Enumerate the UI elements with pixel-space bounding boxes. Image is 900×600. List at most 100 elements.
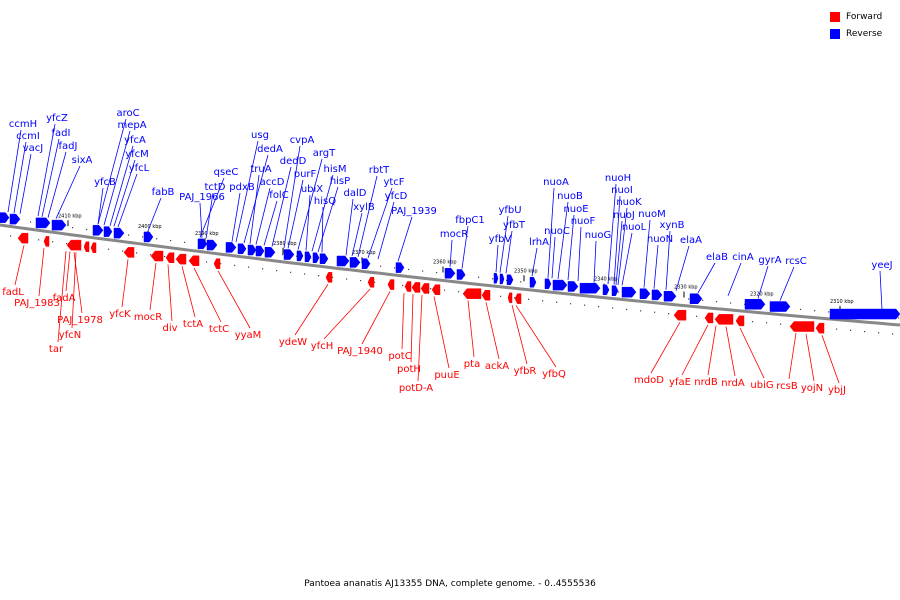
forward-leader-line xyxy=(71,252,77,329)
axis-dot xyxy=(730,302,732,304)
forward-gene-label: yfcH xyxy=(311,341,333,352)
reverse-leader-line xyxy=(97,187,104,225)
reverse-gene-arrow xyxy=(689,293,703,304)
reverse-gene-label: nuoI xyxy=(611,185,633,196)
reverse-gene-label: yfcL xyxy=(129,163,150,174)
axis-dot xyxy=(136,252,138,254)
axis-dot xyxy=(766,322,768,324)
axis-dot xyxy=(878,332,880,334)
forward-gene-label: yojN xyxy=(801,383,823,394)
forward-leader-line xyxy=(707,325,717,376)
reverse-gene-arrow xyxy=(113,227,125,239)
forward-leader-line xyxy=(193,267,222,323)
reverse-leader-line xyxy=(357,175,378,257)
reverse-gene-arrow xyxy=(621,286,637,298)
forward-gene-label: nrdB xyxy=(694,377,718,388)
forward-gene-arrow xyxy=(90,242,97,253)
reverse-leader-line xyxy=(199,202,203,238)
forward-leader-line xyxy=(739,327,765,379)
axis-dot xyxy=(542,300,544,302)
axis-dot xyxy=(584,304,586,306)
reverse-leader-line xyxy=(675,245,690,291)
axis-dot xyxy=(598,306,600,308)
reverse-gene-arrow xyxy=(283,249,295,260)
forward-gene-label: fadA xyxy=(53,293,76,304)
axis-dot xyxy=(422,270,424,272)
axis-dot xyxy=(478,276,480,278)
reverse-gene-arrow xyxy=(304,251,312,263)
forward-gene-label: nrdA xyxy=(721,378,745,389)
reverse-gene-arrow xyxy=(456,269,466,280)
forward-gene-label: tctA xyxy=(183,319,203,330)
axis-dot xyxy=(128,234,130,236)
axis-dot xyxy=(318,275,320,277)
axis-dot xyxy=(262,268,264,270)
reverse-gene-label: gyrA xyxy=(758,255,781,266)
axis-dot xyxy=(234,264,236,267)
forward-leader-line xyxy=(410,294,414,363)
reverse-leader-line xyxy=(449,239,453,268)
forward-gene-arrow xyxy=(43,236,50,247)
tick-label: 2330 kbp xyxy=(674,285,698,291)
forward-gene-arrow xyxy=(420,283,430,294)
reverse-gene-label: nuoH xyxy=(605,173,631,184)
reverse-gene-arrow xyxy=(544,278,552,290)
reverse-leader-line xyxy=(697,262,716,294)
reverse-gene-arrow xyxy=(206,239,218,251)
forward-gene-arrow xyxy=(17,232,29,244)
reverse-gene-label: qseC xyxy=(214,167,239,178)
forward-gene-label: ydeW xyxy=(279,337,307,348)
reverse-gene-label: elaB xyxy=(706,252,728,263)
axis-dot xyxy=(618,291,620,293)
reverse-gene-arrow xyxy=(143,231,154,243)
reverse-gene-label: ytcF xyxy=(383,177,404,188)
reverse-leader-line xyxy=(37,123,56,217)
reverse-gene-label: yfcZ xyxy=(46,113,68,124)
axis-dot xyxy=(86,228,88,231)
reverse-leader-line xyxy=(499,215,509,273)
reverse-leader-line xyxy=(367,187,393,259)
forward-gene-arrow xyxy=(188,255,200,267)
forward-leader-line xyxy=(401,293,405,350)
forward-gene-label: rcsB xyxy=(776,381,798,392)
forward-gene-label: ubiG xyxy=(750,380,773,391)
reverse-gene-arrow xyxy=(499,273,505,285)
axis-dot xyxy=(500,295,502,297)
axis-dot xyxy=(108,248,110,250)
forward-gene-arrow xyxy=(150,250,164,262)
reverse-gene-label: fadJ xyxy=(59,141,78,152)
axis-dot xyxy=(626,308,628,311)
axis-dot xyxy=(864,330,866,333)
tick-label: 2320 kbp xyxy=(750,292,774,298)
forward-gene-label: PAJ_1978 xyxy=(57,315,103,326)
reverse-leader-line xyxy=(377,201,395,260)
reverse-gene-arrow xyxy=(639,288,651,299)
legend-forward: Forward xyxy=(830,9,890,24)
reverse-leader-line xyxy=(103,130,131,226)
forward-leader-line xyxy=(417,295,423,382)
forward-leader-line xyxy=(294,284,329,336)
reverse-gene-arrow xyxy=(0,212,10,223)
reverse-gene-label: yfcB xyxy=(94,177,116,188)
axis-dot xyxy=(430,288,432,290)
forward-gene-arrow xyxy=(431,284,441,295)
axis-dot xyxy=(520,281,522,283)
reverse-leader-line xyxy=(345,198,354,256)
forward-gene-label: tctC xyxy=(209,324,229,335)
axis-dot xyxy=(898,317,900,319)
reverse-leader-line xyxy=(109,145,134,227)
forward-leader-line xyxy=(181,266,196,318)
reverse-gene-arrow xyxy=(51,219,67,231)
axis-dot xyxy=(640,310,642,312)
reverse-gene-arrow xyxy=(567,281,579,292)
forward-gene-arrow xyxy=(714,314,734,325)
reverse-leader-line xyxy=(97,118,127,225)
reverse-leader-line xyxy=(505,230,513,274)
reverse-leader-line xyxy=(665,230,671,290)
reverse-leader-line xyxy=(47,151,67,218)
tick-label: 2340 kbp xyxy=(594,277,618,283)
reverse-leader-line xyxy=(727,262,742,296)
axis-dot xyxy=(304,273,306,275)
forward-leader-line xyxy=(433,296,450,369)
axis-dot xyxy=(492,278,494,280)
